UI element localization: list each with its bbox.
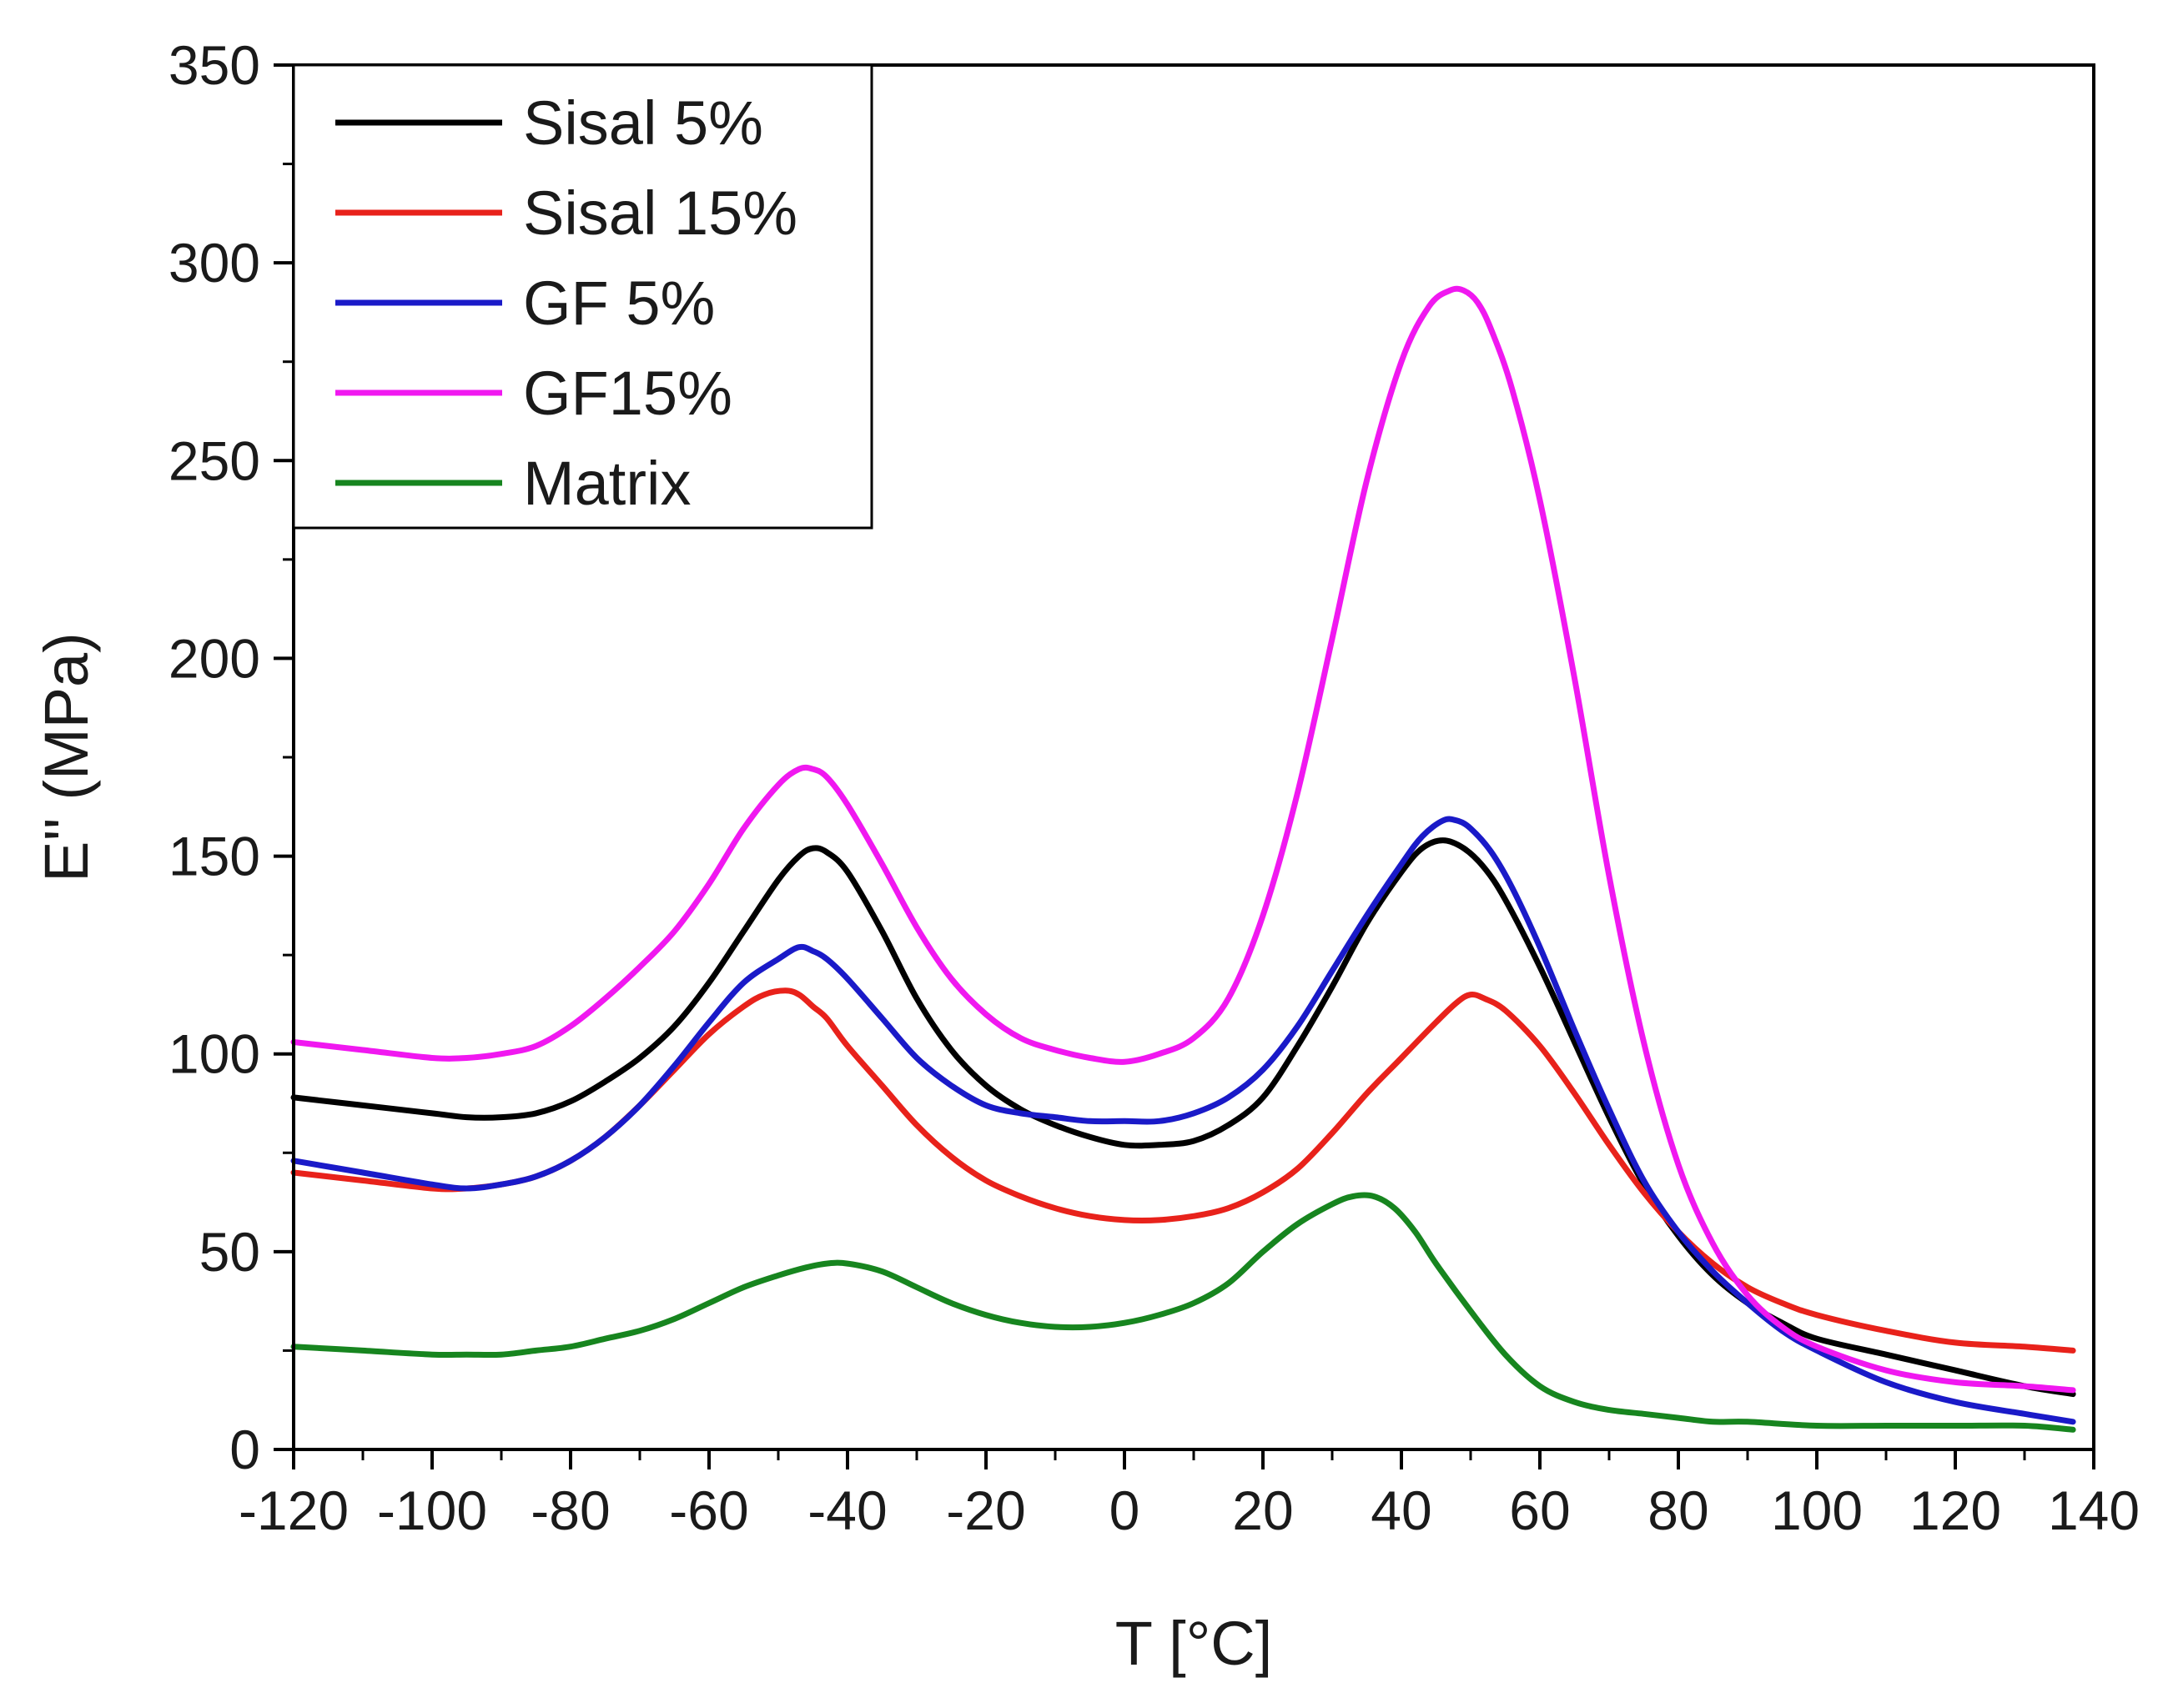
legend-box	[292, 63, 873, 530]
y-axis: 0 50 100 150 200 250 300 350	[169, 34, 294, 1480]
y-tick-label: 0	[229, 1419, 260, 1480]
series-line-matrix-4	[290, 1192, 2076, 1433]
legend-items: Sisal 5% Sisal 15% GF 5% GF15% Matrix	[335, 88, 797, 518]
x-axis: -120 -100 -80 -60 -40 -20 0 20 40 60 80 100 120 140	[239, 1449, 2140, 1541]
x-tick-label: -20	[946, 1479, 1025, 1541]
y-tick-label: 50	[199, 1221, 260, 1283]
legend-label-gf15: GF15%	[523, 359, 732, 428]
x-axis-label: T [°C]	[1115, 1609, 1273, 1678]
legend-label-sisal-15: Sisal 15%	[523, 178, 797, 248]
x-tick-label: 0	[1109, 1479, 1140, 1541]
x-tick-label: 120	[1909, 1479, 2001, 1541]
legend-label-matrix: Matrix	[523, 449, 691, 518]
legend-label-sisal-5: Sisal 5%	[523, 88, 763, 158]
x-tick-label: 100	[1771, 1479, 1863, 1541]
series-layer	[290, 285, 2076, 1433]
y-tick-label: 200	[169, 627, 260, 689]
y-tick-label: 350	[169, 34, 260, 96]
x-tick-label: -100	[377, 1479, 487, 1541]
x-tick-label: -120	[239, 1479, 349, 1541]
x-tick-label: 40	[1371, 1479, 1431, 1541]
x-tick-label: 80	[1647, 1479, 1708, 1541]
legend: Sisal 5% Sisal 15% GF 5% GF15% Matrix	[292, 63, 873, 530]
y-tick-label: 250	[169, 430, 260, 491]
y-axis-label: E'' (MPa)	[32, 632, 101, 882]
series-line-gf-5-2	[290, 816, 2076, 1425]
x-tick-label: -80	[531, 1479, 610, 1541]
x-tick-label: 140	[2048, 1479, 2140, 1541]
series-line-gf15-3	[290, 285, 2076, 1394]
x-tick-label: -60	[669, 1479, 748, 1541]
y-tick-label: 100	[169, 1023, 260, 1085]
x-tick-label: 60	[1509, 1479, 1570, 1541]
x-tick-label: 20	[1232, 1479, 1293, 1541]
legend-label-gf-5: GF 5%	[523, 269, 715, 338]
x-tick-label: -40	[807, 1479, 887, 1541]
y-tick-label: 300	[169, 232, 260, 294]
y-tick-label: 150	[169, 826, 260, 887]
